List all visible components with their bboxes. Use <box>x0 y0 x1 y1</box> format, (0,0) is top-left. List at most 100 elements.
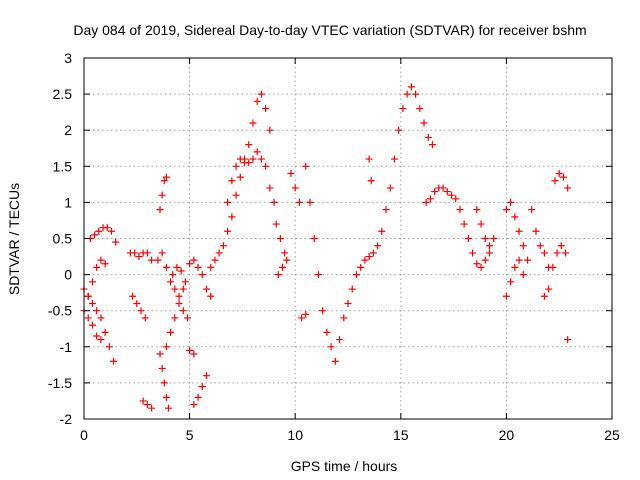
data-point <box>390 155 398 163</box>
data-point <box>110 357 118 365</box>
data-point <box>481 256 489 264</box>
series-pass-ab <box>540 242 570 300</box>
series-pass-f <box>129 292 149 322</box>
data-point <box>198 383 206 391</box>
data-point <box>323 328 331 336</box>
data-point <box>361 256 369 264</box>
series-pass-q <box>274 256 291 279</box>
data-point <box>97 314 105 322</box>
data-point <box>179 285 187 293</box>
series-pass-b <box>86 224 120 246</box>
series-pass-m <box>190 372 210 409</box>
data-point <box>190 350 198 358</box>
data-point <box>148 404 156 412</box>
data-point <box>207 263 215 271</box>
y-tick-label: -1 <box>60 339 73 355</box>
data-point <box>156 206 164 214</box>
data-point <box>302 310 310 318</box>
data-point <box>93 307 101 315</box>
data-point <box>490 235 498 242</box>
data-point <box>412 90 420 98</box>
data-point <box>515 227 523 235</box>
data-point <box>352 271 360 279</box>
data-point <box>551 177 559 185</box>
data-points <box>80 83 572 412</box>
data-point <box>135 253 143 261</box>
data-point <box>162 343 170 351</box>
series-pass-a <box>80 285 118 365</box>
data-point <box>452 195 460 203</box>
data-point <box>428 141 436 149</box>
series-pass-n <box>186 346 198 358</box>
x-axis-label: GPS time / hours <box>291 458 398 474</box>
data-point <box>266 184 274 192</box>
data-point <box>232 162 240 170</box>
x-tick-label: 0 <box>80 427 88 443</box>
data-point <box>241 155 249 163</box>
y-tick-label: -1.5 <box>48 375 72 391</box>
data-point <box>422 198 430 206</box>
data-point <box>545 285 553 293</box>
data-point <box>198 271 206 279</box>
data-point <box>175 292 183 300</box>
chart-title: Day 084 of 2019, Sidereal Day-to-day VTE… <box>73 22 586 38</box>
series-pass-k <box>169 256 215 300</box>
data-point <box>84 292 92 300</box>
data-point <box>171 314 179 322</box>
data-point <box>310 235 318 242</box>
data-point <box>348 285 356 293</box>
data-point <box>460 220 468 228</box>
data-point <box>486 242 494 250</box>
data-point <box>272 220 280 228</box>
data-point <box>158 249 166 257</box>
data-point <box>403 90 411 98</box>
data-point <box>228 213 236 221</box>
data-point <box>162 263 170 271</box>
data-point <box>365 155 373 163</box>
data-point <box>167 278 175 286</box>
data-point <box>540 249 548 257</box>
series-pass-l <box>162 285 187 351</box>
series-pass-u <box>298 310 310 322</box>
data-point <box>464 235 472 242</box>
data-point <box>164 404 172 412</box>
y-tick-label: -0.5 <box>48 303 72 319</box>
data-point <box>171 285 179 293</box>
data-point <box>190 401 198 409</box>
data-point <box>456 206 464 214</box>
data-point <box>101 328 109 336</box>
data-point <box>519 242 527 250</box>
data-point <box>131 249 139 257</box>
data-point <box>219 242 227 250</box>
data-point <box>249 119 257 127</box>
series-pass-e <box>126 249 156 264</box>
series-pass-w <box>422 184 494 271</box>
data-point <box>407 83 415 91</box>
data-point <box>319 307 327 315</box>
data-point <box>295 198 303 206</box>
data-point <box>105 343 113 351</box>
data-point <box>257 155 265 163</box>
data-point <box>181 278 189 286</box>
data-point <box>276 235 284 242</box>
tick-labels: 0 5 10 15 20 25 -2 -1.5 -1 -0.5 0 0.5 1 1.5 2 2.5 3 <box>48 50 620 443</box>
data-point <box>112 238 120 246</box>
series-pass-h <box>156 350 172 412</box>
data-point <box>477 220 485 228</box>
data-point <box>194 393 202 401</box>
data-point <box>426 195 434 203</box>
series-pass-g <box>139 397 156 412</box>
data-point <box>374 242 382 250</box>
data-point <box>502 206 510 214</box>
data-point <box>557 242 565 250</box>
data-point <box>327 343 335 351</box>
series-pass-y <box>502 198 532 264</box>
data-point <box>245 159 253 167</box>
data-point <box>507 198 515 206</box>
y-axis-label: SDTVAR / TECUs <box>6 183 22 295</box>
series-pass-ad <box>564 336 572 344</box>
series-pass-s <box>302 83 436 365</box>
data-point <box>186 346 194 354</box>
data-point <box>202 372 210 380</box>
data-point <box>431 188 439 196</box>
